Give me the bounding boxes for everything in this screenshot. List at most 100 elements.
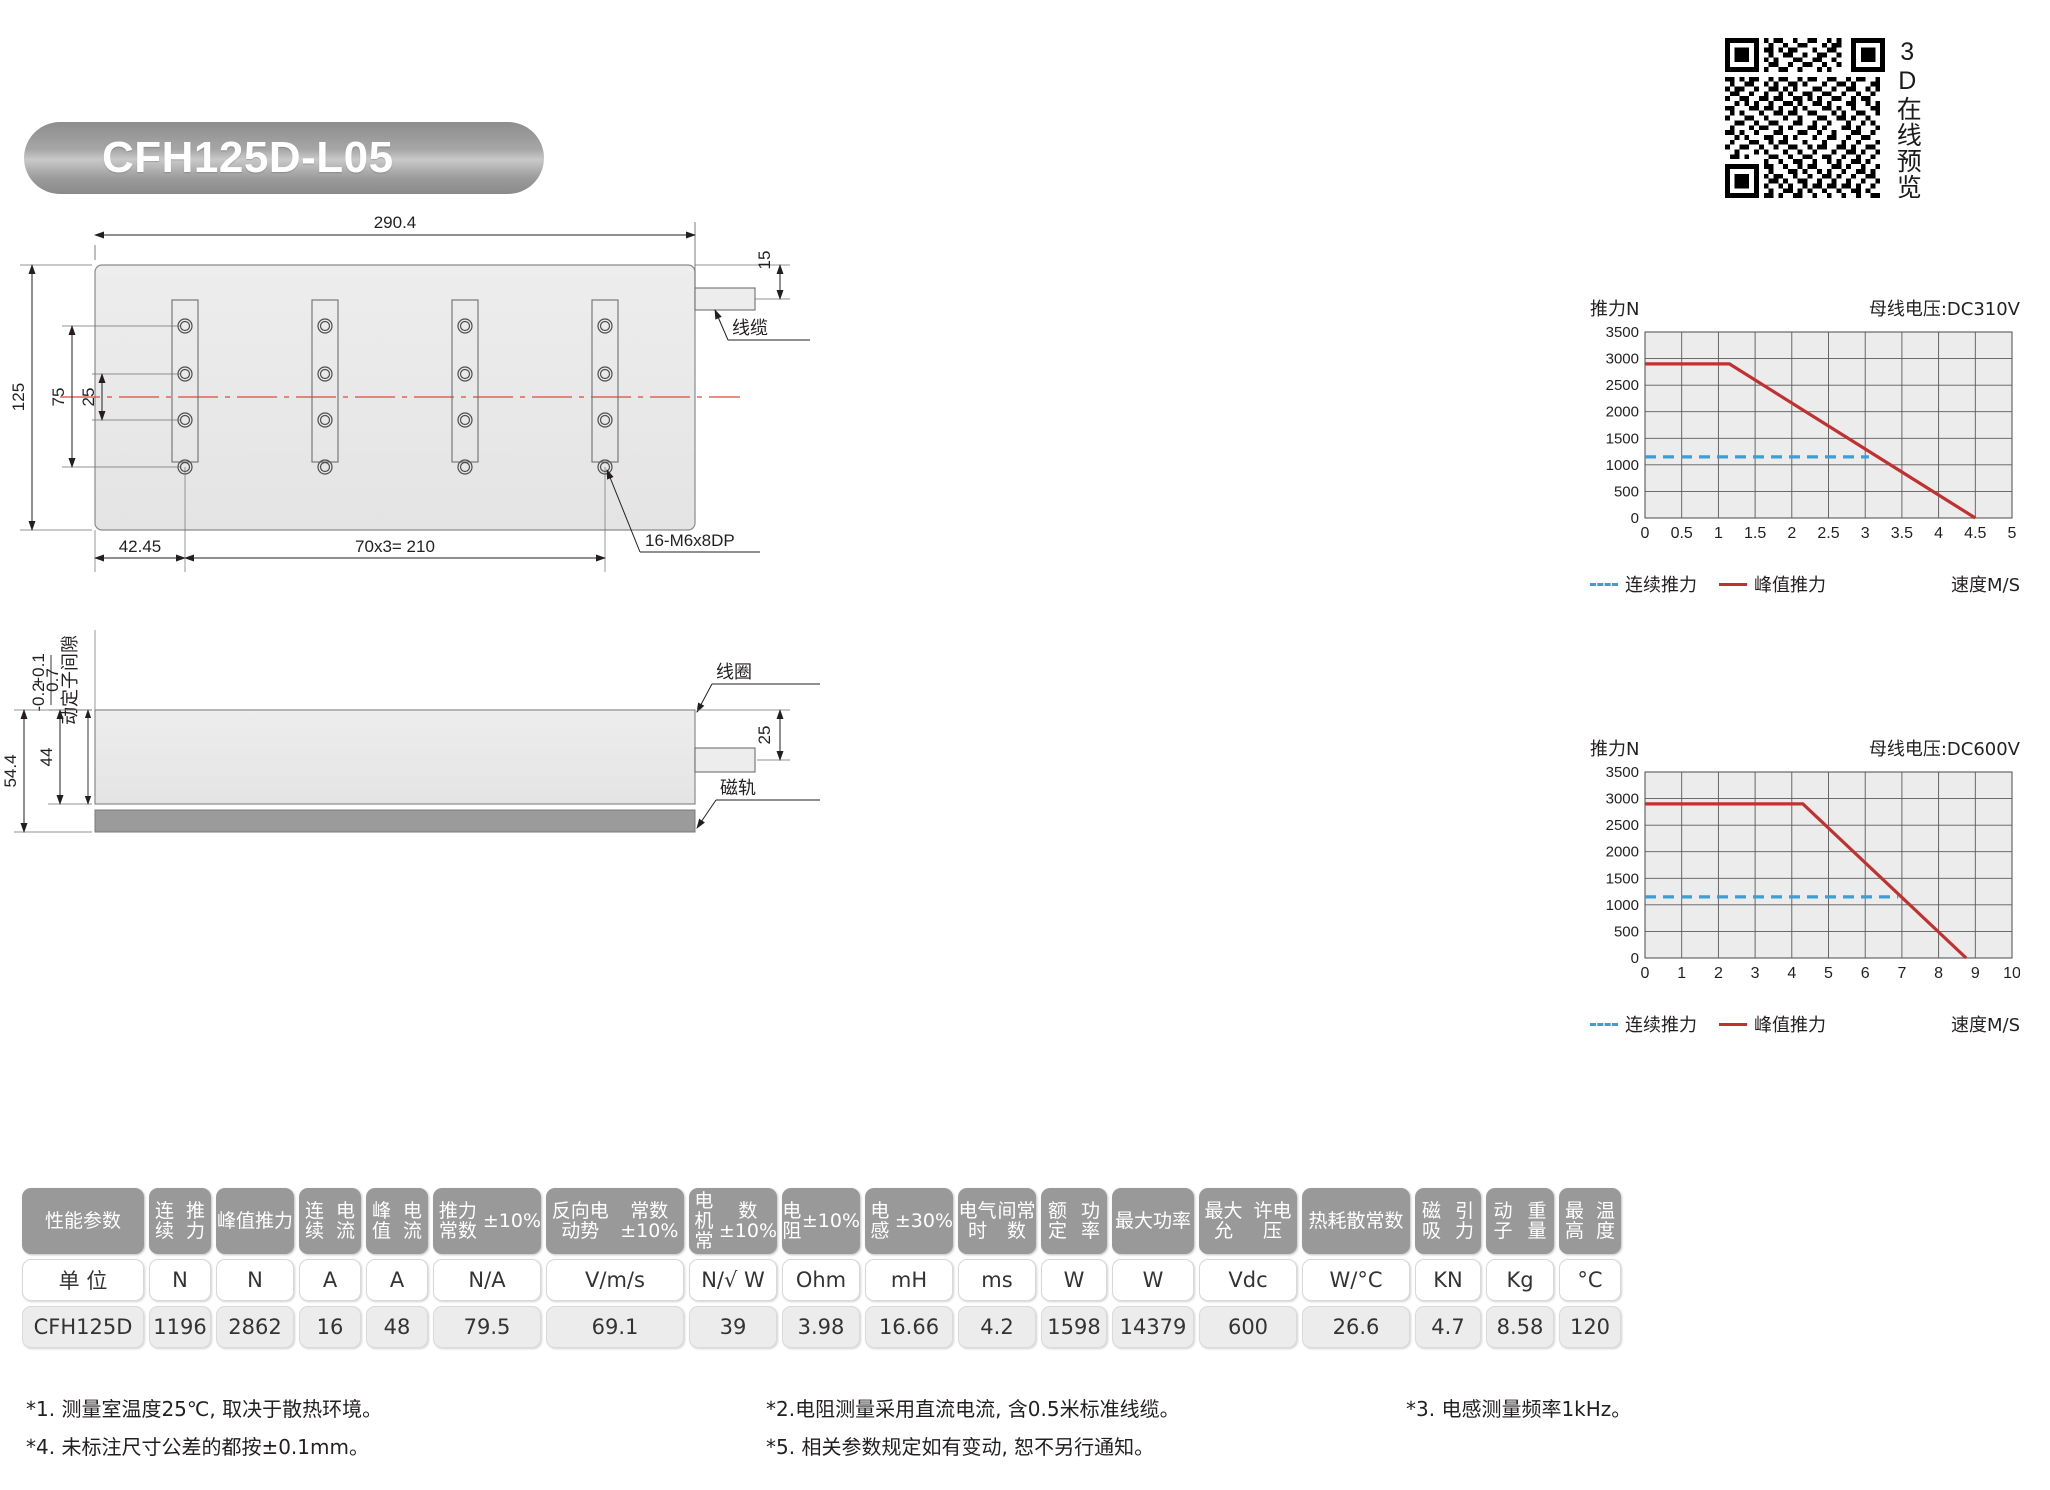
y-tick-label: 3000	[1606, 791, 1639, 808]
table-value-cell: 48	[366, 1306, 428, 1348]
force-speed-chart-dc310: 推力N 母线电压:DC310V 0 0.5 1 1.5 2 2.5 3 3.5 4 4.5 5 0 50…	[1590, 295, 2020, 597]
note-2: *2.电阻测量采用直流电流, 含0.5米标准线缆。	[766, 1396, 1180, 1421]
table-column: 连续 推力 N 1196	[149, 1188, 211, 1348]
chart1-annotation: 母线电压:DC310V	[1868, 299, 2020, 320]
table-header-cell: 电机常 数±10%	[689, 1188, 777, 1254]
table-column: 峰值 推力 N 2862	[216, 1188, 294, 1348]
table-value-cell: 120	[1559, 1306, 1621, 1348]
dim-height-125: 125	[9, 383, 28, 411]
x-tick-label: 1	[1714, 525, 1723, 542]
label-magnet-track: 磁轨	[720, 778, 756, 799]
table-header-cell: 最大允 许电压	[1199, 1188, 1297, 1254]
table-unit-cell: N/√ W	[689, 1259, 777, 1301]
y-tick-label: 0	[1631, 950, 1639, 967]
label-rotor-stator-gap: 动定子间隙	[60, 635, 81, 725]
table-value-cell: 1598	[1041, 1306, 1107, 1348]
x-tick-label: 2.5	[1817, 525, 1839, 542]
qr-code-icon[interactable]	[1725, 38, 1885, 198]
table-unit-cell: Kg	[1486, 1259, 1554, 1301]
table-column: 电阻 ±10% Ohm 3.98	[782, 1188, 860, 1348]
table-column: 最高 温度 °C 120	[1559, 1188, 1621, 1348]
table-value-cell: 3.98	[782, 1306, 860, 1348]
y-tick-label: 2000	[1606, 844, 1639, 861]
dim-gap-tol-plus: +0.1	[29, 653, 48, 687]
x-tick-label: 4	[1787, 965, 1796, 982]
table-unit-cell: N/A	[433, 1259, 541, 1301]
table-unit-cell: A	[366, 1259, 428, 1301]
x-tick-label: 7	[1897, 965, 1906, 982]
note-3: *3. 电感测量频率1kHz。	[1406, 1396, 1632, 1421]
chart1-xlabel: 速度M/S	[1950, 575, 2020, 596]
table-unit-cell: N	[149, 1259, 211, 1301]
mounting-holes	[177, 318, 613, 475]
force-speed-chart-dc600: 推力N 母线电压:DC600V 0 1 2 3 4 5 6 7 8 9 10 0 500 1000 1500…	[1590, 735, 2021, 1037]
table-column: 推力常数 ±10% N/A 79.5	[433, 1188, 541, 1348]
chart2-plot: 0 1 2 3 4 5 6 7 8 9 10 0 500 1000 1500 2000 2500 3000 3500	[1606, 764, 2021, 982]
table-header-cell: 热耗 散常数	[1302, 1188, 1410, 1254]
solid-line-icon	[1719, 1022, 1747, 1026]
chart1-legend-peak: 峰值推力	[1719, 571, 1826, 597]
x-tick-label: 1	[1677, 965, 1686, 982]
dim-total-height: 54.4	[1, 754, 20, 787]
table-header-cell: 最高 温度	[1559, 1188, 1621, 1254]
series-peak-force	[1645, 362, 1977, 520]
x-tick-label: 3.5	[1891, 525, 1913, 542]
table-value-cell: 2862	[216, 1306, 294, 1348]
table-value-cell: 16	[299, 1306, 361, 1348]
chart2-legend-peak-label: 峰值推力	[1754, 1015, 1826, 1036]
chart1-legend-continuous-label: 连续推力	[1625, 575, 1697, 596]
performance-parameter-table: 性能参数单 位 CFH125D 连续 推力 N 1196 峰值 推力 N 2862 连续 电流 A 16 峰…	[22, 1188, 1621, 1348]
table-value-cell: 8.58	[1486, 1306, 1554, 1348]
table-column: 性能参数单 位 CFH125D	[22, 1188, 144, 1348]
y-tick-label: 2000	[1606, 404, 1639, 421]
x-tick-label: 2	[1787, 525, 1796, 542]
table-unit-cell: V/m/s	[546, 1259, 684, 1301]
table-column: 反向电动势 常数±10% V/m/s 69.1	[546, 1188, 684, 1348]
dashed-line-icon	[1590, 1022, 1618, 1026]
table-value-cell: 16.66	[865, 1306, 953, 1348]
chart2-ylabel: 推力N	[1590, 739, 1640, 760]
y-tick-label: 1000	[1606, 457, 1639, 474]
x-tick-label: 10	[2003, 965, 2020, 982]
table-value-cell: CFH125D	[22, 1306, 144, 1348]
x-tick-label: 8	[1934, 965, 1943, 982]
table-unit-cell: °C	[1559, 1259, 1621, 1301]
x-tick-label: 5	[2008, 525, 2017, 542]
qr-preview-block[interactable]: 3D在线预览	[1725, 38, 1921, 200]
dim-gap-tol-minus: -0.2	[29, 682, 48, 711]
x-tick-label: 2	[1714, 965, 1723, 982]
table-column: 峰值 电流 A 48	[366, 1188, 428, 1348]
table-column: 电机常 数±10% N/√ W 39	[689, 1188, 777, 1348]
table-header-cell: 性能参数	[22, 1188, 144, 1254]
magnet-track-side-view	[94, 809, 696, 833]
x-tick-label: 9	[1971, 965, 1980, 982]
table-value-cell: 14379	[1112, 1306, 1194, 1348]
x-tick-label: 0	[1641, 525, 1650, 542]
table-header-cell: 连续 推力	[149, 1188, 211, 1254]
note-5: *5. 相关参数规定如有变动, 恕不另行通知。	[766, 1434, 1155, 1459]
table-unit-cell: Ohm	[782, 1259, 860, 1301]
y-tick-label: 3500	[1606, 764, 1639, 781]
x-tick-label: 4.5	[1964, 525, 1986, 542]
y-tick-label: 1500	[1606, 870, 1639, 887]
table-value-cell: 4.2	[958, 1306, 1036, 1348]
cable-stub-side	[694, 747, 756, 773]
dim-coil-height: 44	[37, 748, 56, 767]
x-tick-label: 3	[1861, 525, 1870, 542]
table-value-cell: 600	[1199, 1306, 1297, 1348]
note-1: *1. 测量室温度25℃, 取决于散热环境。	[26, 1396, 383, 1421]
note-4: *4. 未标注尺寸公差的都按±0.1mm。	[26, 1434, 369, 1459]
table-value-cell: 69.1	[546, 1306, 684, 1348]
x-tick-label: 0.5	[1671, 525, 1693, 542]
x-tick-label: 4	[1934, 525, 1943, 542]
table-value-cell: 1196	[149, 1306, 211, 1348]
cable-stub-top	[694, 287, 756, 311]
chart1-plot: 0 0.5 1 1.5 2 2.5 3 3.5 4 4.5 5 0 500 1000 1500 2000 250…	[1606, 324, 2017, 542]
dim-edge-offset: 42.45	[119, 537, 162, 556]
footnotes: *1. 测量室温度25℃, 取决于散热环境。 *2.电阻测量采用直流电流, 含0…	[26, 1388, 2026, 1464]
chart2-annotation: 母线电压:DC600V	[1868, 739, 2020, 760]
table-value-cell: 4.7	[1415, 1306, 1481, 1348]
table-unit-cell: W	[1112, 1259, 1194, 1301]
series-peak-force	[1645, 802, 1968, 960]
table-value-cell: 39	[689, 1306, 777, 1348]
